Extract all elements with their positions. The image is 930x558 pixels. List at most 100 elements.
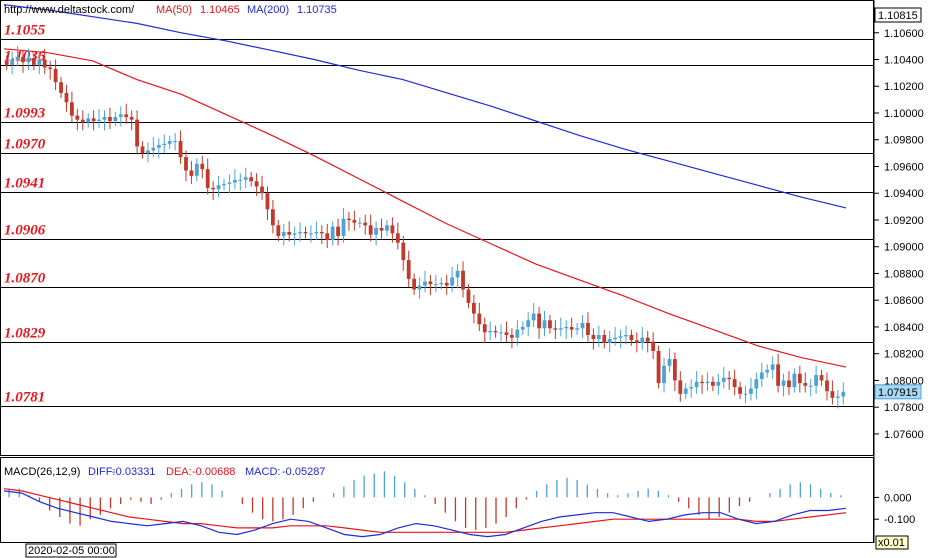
candle-bearish xyxy=(700,375,704,394)
candle-bearish xyxy=(738,381,742,400)
candle-bearish xyxy=(108,107,112,130)
candle-bearish xyxy=(727,371,732,390)
diff-label: DIFF: xyxy=(88,466,116,478)
candle-bearish xyxy=(75,108,80,131)
price-tick-label: 1.09800 xyxy=(884,135,924,147)
candle-bullish xyxy=(526,312,531,337)
candle-bearish xyxy=(178,130,183,164)
candle-bullish xyxy=(640,326,645,350)
ma50-value: 1.10465 xyxy=(200,4,240,16)
date-label: 2020-02-05 00:00 xyxy=(28,545,115,557)
candlesticks xyxy=(4,46,846,409)
price-tick-label: 1.08800 xyxy=(884,268,924,280)
macd-value: -0.05287 xyxy=(282,466,325,478)
candle-bearish xyxy=(287,221,292,242)
candle-bearish xyxy=(390,217,395,243)
candle-bearish xyxy=(368,214,373,242)
candle-bullish xyxy=(754,372,759,400)
price-tick-label: 1.09400 xyxy=(884,188,924,200)
candle-bullish xyxy=(341,207,346,243)
candle-bearish xyxy=(48,60,53,80)
candle-bearish xyxy=(260,175,264,200)
candle-bullish xyxy=(243,167,248,188)
candle-bearish xyxy=(254,173,259,196)
price-tick-label: 1.10200 xyxy=(884,81,924,93)
candle-bullish xyxy=(439,277,444,290)
candle-bullish xyxy=(624,325,628,345)
candle-bearish xyxy=(70,91,74,123)
price-tick-label: 1.09600 xyxy=(884,161,924,173)
candle-bullish xyxy=(792,368,797,393)
ma200-value: 1.10735 xyxy=(297,4,337,16)
candle-bullish xyxy=(596,325,601,348)
candle-bullish xyxy=(26,48,31,71)
candle-bullish xyxy=(423,270,427,293)
macd-tick-label: -0.100 xyxy=(884,514,915,526)
candle-bullish xyxy=(113,111,118,127)
candle-bearish xyxy=(276,219,281,242)
candle-bullish xyxy=(173,133,178,151)
macd-histogram xyxy=(8,471,842,531)
candle-bearish xyxy=(211,181,216,200)
candle-bearish xyxy=(412,273,417,295)
candle-bearish xyxy=(602,329,607,349)
candle-bullish xyxy=(613,326,618,346)
candle-bullish xyxy=(705,372,710,392)
level-label: 1.0870 xyxy=(4,271,46,287)
candle-bullish xyxy=(385,219,389,237)
candle-bearish xyxy=(553,320,558,339)
price-tick-label: 1.10600 xyxy=(884,28,924,40)
candle-bearish xyxy=(548,314,552,334)
candle-bearish xyxy=(629,329,634,346)
level-label: 1.1055 xyxy=(4,23,46,39)
candle-bullish xyxy=(227,174,232,194)
candle-bearish xyxy=(825,372,829,401)
level-label: 1.0941 xyxy=(4,176,45,192)
candle-bearish xyxy=(477,302,482,331)
candle-bullish xyxy=(292,226,297,246)
ma200-label: MA(200) xyxy=(247,4,289,16)
candle-bullish xyxy=(689,379,694,398)
candle-bearish xyxy=(645,330,650,353)
candle-bullish xyxy=(770,356,775,380)
candle-bullish xyxy=(749,377,753,401)
candle-bullish xyxy=(662,357,666,393)
candle-bullish xyxy=(808,379,813,397)
candle-bullish xyxy=(721,367,726,389)
candle-bullish xyxy=(716,373,721,396)
candle-bearish xyxy=(336,218,340,246)
candle-bullish xyxy=(488,321,493,341)
candle-bullish xyxy=(357,217,362,228)
candle-bearish xyxy=(732,369,737,396)
top-price-box xyxy=(874,7,922,23)
candle-bearish xyxy=(787,371,791,396)
candle-bearish xyxy=(21,50,25,73)
price-tick-label: 1.08600 xyxy=(884,295,924,307)
candle-bearish xyxy=(135,110,139,155)
candle-bearish xyxy=(347,211,351,231)
price-axis: 1.10600 1.10400 1.10200 1.10000 1.09800 1.096… xyxy=(874,28,924,441)
candle-bullish xyxy=(814,365,819,394)
price-tick-label: 1.09000 xyxy=(884,242,924,254)
ma50-label: MA(50) xyxy=(156,4,192,16)
candle-bearish xyxy=(634,332,639,353)
candle-bullish xyxy=(765,364,770,378)
level-label: 1.0781 xyxy=(4,390,45,406)
candle-bullish xyxy=(607,330,612,353)
candle-bearish xyxy=(428,274,433,295)
candle-bullish xyxy=(759,363,764,388)
candle-bearish xyxy=(91,110,96,131)
candle-bullish xyxy=(499,324,503,342)
candle-bullish xyxy=(520,321,525,335)
candle-bullish xyxy=(564,320,569,339)
candle-bullish xyxy=(455,264,460,289)
header-url[interactable]: http://www.deltastock.com/ xyxy=(4,4,135,16)
candle-bearish xyxy=(395,222,400,250)
candle-bearish xyxy=(265,186,270,220)
candle-bearish xyxy=(586,312,590,342)
ma50-line xyxy=(3,48,847,368)
candle-bearish xyxy=(797,365,802,393)
candle-bullish xyxy=(118,106,123,127)
candle-bullish xyxy=(515,320,520,346)
price-tick-label: 1.07600 xyxy=(884,429,924,441)
